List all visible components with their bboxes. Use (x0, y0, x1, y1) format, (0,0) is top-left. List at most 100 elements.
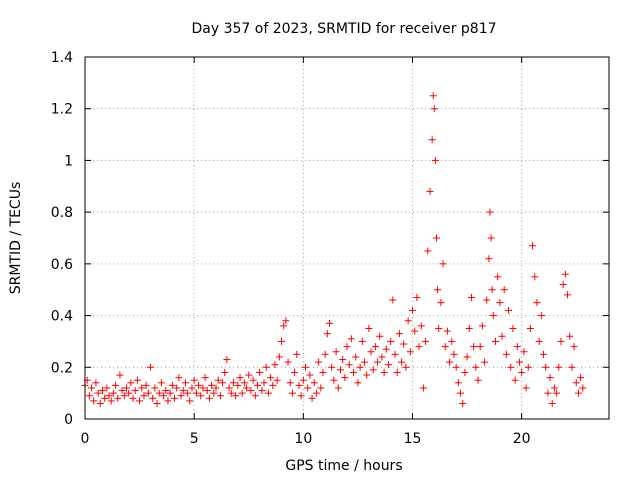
data-point (98, 387, 106, 395)
data-point (201, 374, 209, 382)
data-point (465, 325, 473, 332)
data-point (570, 343, 578, 351)
data-point (302, 363, 310, 371)
data-point (486, 208, 494, 216)
data-point (419, 384, 427, 392)
data-point (262, 363, 270, 371)
data-point (186, 397, 194, 405)
data-point (112, 381, 120, 389)
data-point (343, 343, 351, 351)
data-point (478, 322, 486, 330)
data-point (369, 366, 377, 374)
data-point (566, 332, 574, 340)
data-point (529, 242, 537, 250)
data-point (234, 381, 242, 389)
data-point (413, 293, 421, 301)
data-point (315, 358, 323, 366)
data-point (489, 312, 497, 320)
data-point (223, 356, 231, 364)
data-point (430, 105, 438, 113)
data-point (221, 368, 229, 376)
data-point (496, 299, 504, 307)
data-point (216, 392, 224, 400)
data-point (389, 296, 397, 304)
data-point (459, 399, 467, 407)
x-tick-label: 20 (513, 431, 531, 447)
y-axis-label: SRMTID / TECUs (8, 182, 24, 295)
data-point (363, 371, 371, 379)
data-point (524, 363, 532, 371)
data-point (540, 350, 547, 358)
data-points (81, 92, 587, 407)
data-point (347, 335, 355, 343)
data-point (122, 384, 130, 392)
data-point (210, 389, 218, 397)
data-point (393, 368, 401, 376)
data-point (133, 376, 141, 384)
data-point (502, 350, 510, 358)
data-point (439, 260, 447, 268)
data-point (481, 358, 489, 366)
data-point (147, 363, 154, 371)
data-point (177, 392, 185, 400)
data-point (240, 379, 248, 387)
data-point (299, 376, 307, 384)
data-point (387, 337, 395, 345)
data-point (448, 337, 456, 345)
data-point (127, 379, 135, 387)
data-point (550, 384, 558, 392)
data-point (542, 363, 550, 371)
data-point (417, 322, 425, 330)
data-point (544, 389, 552, 397)
y-tick-label: 0 (64, 412, 73, 428)
x-tick-label: 0 (81, 431, 90, 447)
data-point (291, 368, 299, 376)
data-point (350, 368, 358, 376)
data-point (488, 286, 496, 294)
data-point (507, 363, 515, 371)
data-point (116, 371, 124, 379)
data-point (271, 361, 279, 369)
data-point (500, 286, 508, 294)
y-tick-label: 0.4 (51, 309, 73, 325)
data-point (474, 376, 482, 384)
x-axis-label: GPS time / hours (285, 458, 402, 474)
data-point (280, 322, 288, 330)
data-point (175, 374, 183, 382)
y-tick-label: 1.2 (51, 102, 73, 118)
data-point (415, 343, 423, 351)
data-point (225, 384, 233, 392)
data-point (293, 350, 301, 358)
data-point (398, 358, 406, 366)
data-point (406, 348, 414, 356)
data-point (238, 389, 246, 397)
data-point (330, 376, 338, 384)
data-point (535, 337, 543, 345)
data-point (434, 286, 442, 294)
data-point (491, 337, 499, 345)
data-point (564, 291, 572, 299)
data-point (553, 389, 561, 397)
data-point (513, 343, 521, 351)
data-point (429, 92, 437, 100)
data-point (208, 381, 216, 389)
data-point (319, 368, 327, 376)
y-tick-label: 0.2 (51, 360, 73, 376)
data-point (356, 363, 364, 371)
data-point (151, 384, 159, 392)
data-point (367, 348, 375, 356)
data-point (568, 363, 576, 371)
chart-title: Day 357 of 2023, SRMTID for receiver p81… (191, 21, 496, 37)
data-point (559, 281, 567, 289)
data-point (190, 376, 198, 384)
y-tick-label: 1 (64, 153, 73, 169)
data-point (286, 379, 294, 387)
data-point (214, 376, 222, 384)
data-point (212, 384, 220, 392)
data-point (561, 270, 569, 278)
data-point (376, 332, 384, 340)
data-point (463, 353, 471, 361)
data-point (205, 394, 213, 402)
data-point (431, 156, 439, 164)
